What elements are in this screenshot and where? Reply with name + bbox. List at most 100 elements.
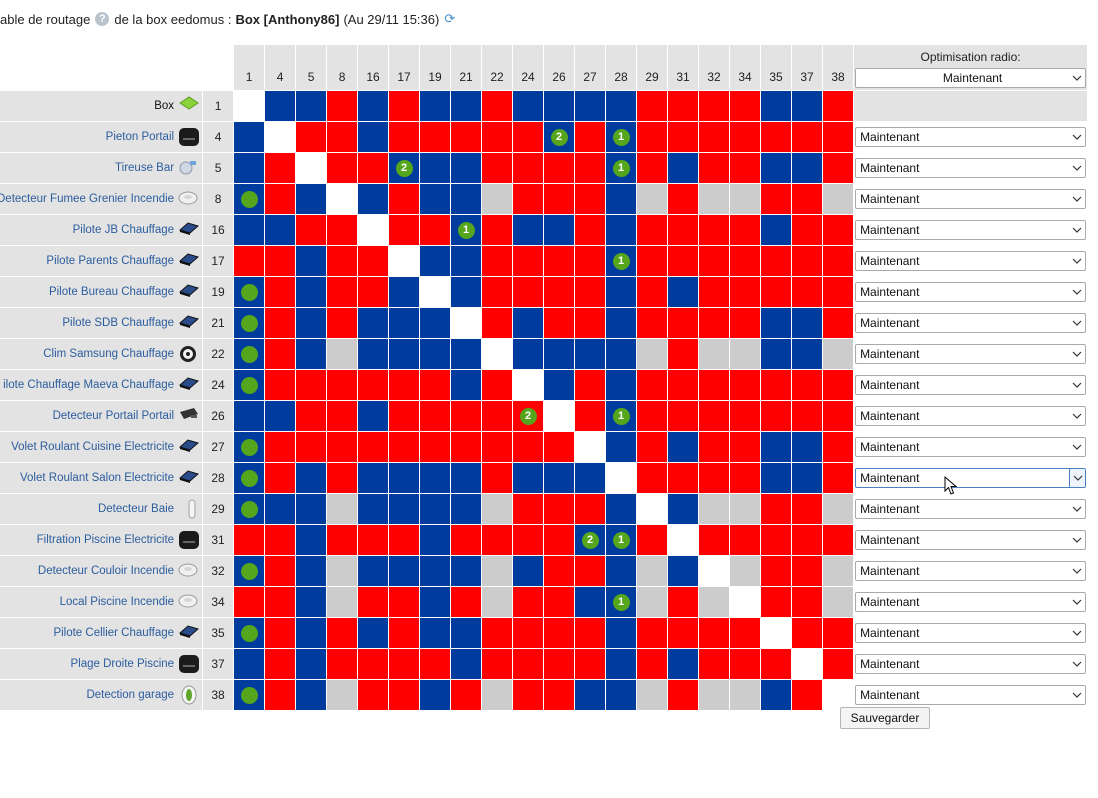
route-cell bbox=[792, 308, 823, 338]
route-cell bbox=[575, 618, 606, 648]
route-cell bbox=[637, 215, 668, 245]
route-cell bbox=[234, 556, 265, 586]
device-link[interactable]: Pilote Parents Chauffage bbox=[46, 255, 175, 267]
optimisation-cell: Maintenant bbox=[854, 401, 1088, 431]
save-button[interactable]: Sauvegarder bbox=[840, 707, 930, 729]
device-link[interactable]: Clim Samsung Chauffage bbox=[43, 348, 175, 360]
route-cell bbox=[482, 122, 513, 152]
device-link[interactable]: Filtration Piscine Electricite bbox=[36, 534, 175, 546]
route-cell bbox=[420, 246, 451, 276]
route-cell bbox=[699, 153, 730, 183]
route-cell bbox=[265, 525, 296, 555]
route-cell bbox=[544, 494, 575, 524]
device-link[interactable]: Pilote Bureau Chauffage bbox=[48, 286, 175, 298]
optimisation-select[interactable]: Maintenant bbox=[855, 654, 1087, 674]
optimisation-select[interactable]: Maintenant bbox=[855, 499, 1087, 519]
device-link[interactable]: Detection garage bbox=[86, 689, 175, 701]
device-link[interactable]: Volet Roulant Cuisine Electricite bbox=[11, 441, 175, 453]
route-cell bbox=[575, 215, 606, 245]
direct-link-dot bbox=[240, 438, 258, 456]
device-name-cell: Volet Roulant Salon Electricite bbox=[0, 463, 203, 493]
optimisation-select[interactable]: Maintenant bbox=[855, 158, 1087, 178]
route-cell bbox=[513, 339, 544, 369]
route-cell bbox=[637, 308, 668, 338]
optimisation-select[interactable]: Maintenant bbox=[855, 592, 1087, 612]
device-link[interactable]: Local Piscine Incendie bbox=[59, 596, 175, 608]
direct-link-dot bbox=[240, 314, 258, 332]
device-link[interactable]: Volet Roulant Salon Electricite bbox=[20, 472, 175, 484]
device-id: 35 bbox=[203, 618, 234, 648]
route-cell bbox=[482, 339, 513, 369]
route-cell: 2 bbox=[513, 401, 544, 431]
help-icon[interactable]: ? bbox=[95, 12, 110, 26]
device-link[interactable]: Detecteur Baie bbox=[97, 503, 175, 515]
module-black-icon bbox=[178, 127, 200, 147]
route-cell bbox=[637, 339, 668, 369]
device-link[interactable]: Detecteur Couloir Incendie bbox=[37, 565, 175, 577]
route-cell bbox=[327, 153, 358, 183]
optimisation-select[interactable]: Maintenant bbox=[855, 251, 1087, 271]
device-link[interactable]: ilote Chauffage Maeva Chauffage bbox=[3, 379, 175, 391]
optimisation-select[interactable]: Maintenant bbox=[855, 685, 1087, 705]
route-cell bbox=[482, 215, 513, 245]
route-cell bbox=[575, 184, 606, 214]
select-value: Maintenant bbox=[860, 471, 920, 485]
route-cell bbox=[265, 556, 296, 586]
route-cell bbox=[575, 246, 606, 276]
optimisation-select[interactable]: Maintenant bbox=[855, 406, 1087, 426]
module-black-icon bbox=[178, 654, 200, 674]
optimisation-select[interactable]: Maintenant bbox=[855, 623, 1087, 643]
direct-link-dot bbox=[240, 190, 258, 208]
route-cell: 1 bbox=[606, 122, 637, 152]
device-link[interactable]: Pieton Portail bbox=[105, 131, 175, 143]
optimisation-all-select[interactable]: Maintenant bbox=[855, 68, 1087, 88]
optimisation-select[interactable]: Maintenant bbox=[855, 375, 1087, 395]
route-cell bbox=[730, 308, 761, 338]
optimisation-select[interactable]: Maintenant bbox=[855, 313, 1087, 333]
route-cell bbox=[296, 649, 327, 679]
route-cell bbox=[761, 308, 792, 338]
optimisation-select[interactable]: Maintenant bbox=[855, 127, 1087, 147]
device-link[interactable]: Pilote SDB Chauffage bbox=[62, 317, 175, 329]
device-id: 22 bbox=[203, 339, 234, 369]
optimisation-select[interactable]: Maintenant bbox=[855, 530, 1087, 550]
optimisation-select[interactable]: Maintenant bbox=[855, 561, 1087, 581]
route-cell bbox=[451, 308, 482, 338]
device-link[interactable]: Detecteur Fumee Grenier Incendie bbox=[0, 193, 175, 205]
route-cell bbox=[761, 339, 792, 369]
route-cell bbox=[265, 587, 296, 617]
device-link[interactable]: Detecteur Portail Portail bbox=[52, 410, 175, 422]
optimisation-select[interactable]: Maintenant bbox=[855, 189, 1087, 209]
select-value: Maintenant bbox=[860, 533, 920, 547]
route-cell bbox=[544, 556, 575, 586]
route-cell bbox=[451, 494, 482, 524]
slim-sensor-icon bbox=[178, 499, 198, 519]
route-cell bbox=[637, 463, 668, 493]
device-link[interactable]: Tireuse Bar bbox=[115, 162, 175, 174]
table-row: ilote Chauffage Maeva Chauffage 24 Mainten… bbox=[0, 370, 1088, 400]
route-cell bbox=[513, 463, 544, 493]
route-cell bbox=[575, 680, 606, 710]
route-cell bbox=[389, 587, 420, 617]
route-cell bbox=[327, 370, 358, 400]
device-link[interactable]: Pilote Cellier Chauffage bbox=[53, 627, 175, 639]
route-cell bbox=[265, 153, 296, 183]
route-cell bbox=[482, 277, 513, 307]
optimisation-cell: Maintenant bbox=[854, 339, 1088, 369]
route-cell bbox=[420, 339, 451, 369]
optimisation-select[interactable]: Maintenant bbox=[855, 437, 1087, 457]
route-cell bbox=[389, 277, 420, 307]
optimisation-select[interactable]: Maintenant bbox=[855, 282, 1087, 302]
optimisation-select[interactable]: Maintenant bbox=[855, 468, 1087, 488]
page-title: able de routage ? de la box eedomus : Bo… bbox=[0, 10, 455, 28]
chevron-down-icon bbox=[1069, 407, 1085, 425]
route-cell bbox=[761, 370, 792, 400]
route-cell bbox=[265, 339, 296, 369]
route-cell bbox=[451, 556, 482, 586]
optimisation-select[interactable]: Maintenant bbox=[855, 220, 1087, 240]
refresh-icon[interactable]: ⟳ bbox=[444, 11, 456, 26]
device-link[interactable]: Pilote JB Chauffage bbox=[72, 224, 175, 236]
device-link[interactable]: Plage Droite Piscine bbox=[70, 658, 175, 670]
optimisation-select[interactable]: Maintenant bbox=[855, 344, 1087, 364]
heater-module-icon bbox=[178, 623, 200, 643]
